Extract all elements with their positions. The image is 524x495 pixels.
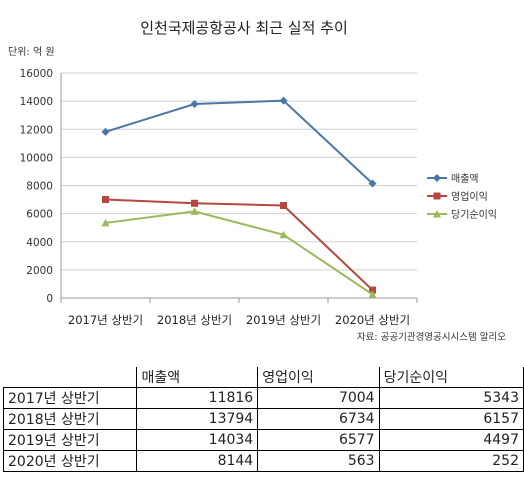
series-line: [105, 210, 374, 296]
table-cell: 6577: [257, 429, 380, 451]
x-tick-label: 2019년 상반기: [246, 313, 321, 327]
y-tick-label: 10000: [20, 152, 53, 164]
data-point: [102, 196, 109, 204]
series-line: [105, 198, 374, 291]
table-row: 2017년 상반기 11816 7004 5343: [2, 387, 524, 409]
data-point: [101, 127, 110, 136]
table-cell: 14034: [136, 429, 259, 451]
series-lines: [101, 96, 377, 298]
series-3: [101, 207, 377, 298]
data-point: [190, 100, 199, 109]
legend-item: 당기순이익: [427, 209, 497, 221]
source-note: 자료: 공공기관경영공시시스템 알리오: [357, 331, 506, 343]
table-corner-cell: [3, 367, 138, 388]
y-tick-label: 6000: [26, 209, 53, 221]
table-cell: 7004: [257, 387, 380, 409]
data-point: [279, 230, 288, 239]
data-point: [433, 174, 441, 182]
x-tick-label: 2017년 상반기: [68, 313, 143, 327]
y-tick-labels: 0 2000 4000 6000 8000 10000 12000 14000 16000: [20, 68, 53, 305]
series-line: [105, 99, 374, 185]
data-table: 매출액 영업이익 당기순이익 2017년 상반기 11816 7004 5343 2018년 …: [2, 367, 524, 472]
chart-title: 인천국제공항공사 최근 실적 추이: [140, 19, 348, 37]
data-point: [369, 286, 376, 294]
data-point: [190, 207, 199, 215]
table-row: 2019년 상반기 14034 6577 4497: [2, 429, 524, 451]
table-cell: 5343: [378, 387, 524, 409]
legend-label: 매출액: [451, 173, 479, 185]
table-cell: 13794: [136, 408, 259, 430]
legend-item: 영업이익: [427, 190, 488, 203]
data-point: [368, 290, 377, 298]
y-tick-label: 8000: [26, 181, 53, 193]
data-point: [433, 192, 441, 200]
table-cell: 11816: [136, 387, 259, 409]
series-1: [101, 96, 377, 188]
line-chart: 인천국제공항공사 최근 실적 추이 단위: 억 원 0 2000 4000 6000 8…: [8, 19, 506, 343]
legend-label: 당기순이익: [451, 209, 497, 221]
axes: [60, 73, 418, 303]
y-tick-label: 12000: [20, 124, 53, 136]
data-point: [433, 210, 441, 218]
x-tick-label: 2020년 상반기: [335, 313, 410, 327]
data-point: [101, 218, 110, 227]
table-cell: 252: [378, 450, 524, 472]
table-row: 2020년 상반기 8144 563 252: [2, 450, 524, 472]
table-cell: 4497: [378, 429, 524, 451]
y-tick-label: 4000: [26, 237, 53, 249]
x-tick-label: 2018년 상반기: [157, 313, 232, 327]
legend-label: 영업이익: [451, 190, 488, 203]
table-cell: 8144: [136, 450, 259, 472]
table-cell: 6157: [378, 408, 524, 430]
data-point: [280, 202, 287, 210]
table-row-label: 2019년 상반기: [2, 429, 138, 451]
unit-label: 단위: 억 원: [8, 45, 55, 58]
data-point: [368, 179, 377, 188]
table-header-cell: 영업이익: [257, 367, 380, 388]
data-point: [191, 199, 198, 207]
x-tick-labels: 2017년 상반기 2018년 상반기 2019년 상반기 2020년 상반기: [68, 313, 410, 327]
table-row: 2018년 상반기 13794 6734 6157: [2, 408, 524, 430]
y-tick-label: 2000: [26, 265, 53, 277]
gridlines: [61, 72, 417, 271]
table-row-label: 2018년 상반기: [2, 408, 138, 430]
y-tick-label: 0: [46, 293, 53, 305]
data-point: [279, 96, 288, 105]
table-row-label: 2020년 상반기: [2, 450, 138, 472]
table-cell: 563: [257, 450, 380, 472]
series-2: [102, 196, 376, 294]
legend-item: 매출액: [427, 173, 479, 185]
table-row-label: 2017년 상반기: [2, 387, 138, 409]
table-header-cell: 매출액: [136, 367, 259, 388]
y-tick-label: 16000: [20, 68, 53, 80]
y-tick-label: 14000: [20, 96, 53, 108]
table-header-row: 매출액 영업이익 당기순이익: [3, 367, 524, 388]
table-header-cell: 당기순이익: [378, 367, 524, 388]
table-cell: 6734: [257, 408, 380, 430]
